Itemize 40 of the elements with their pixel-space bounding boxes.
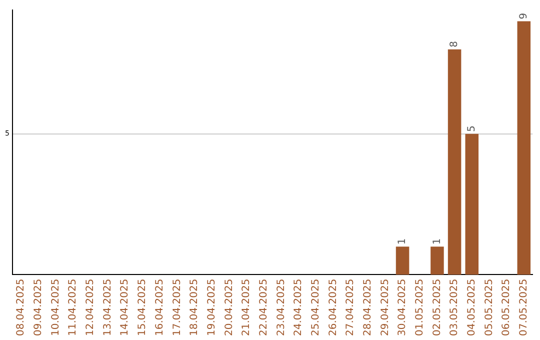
bar (465, 134, 479, 275)
x-tick-label: 05.05.2025 (484, 278, 495, 336)
x-tick-label: 19.04.2025 (206, 278, 218, 336)
bar (396, 246, 410, 275)
x-tick-label: 03.05.2025 (449, 278, 460, 336)
bar (430, 246, 444, 275)
x-tick-label: 27.04.2025 (345, 278, 356, 336)
data-label: 9 (518, 12, 530, 20)
x-tick-label: 01.05.2025 (414, 278, 426, 336)
data-label: 1 (432, 238, 443, 245)
data-label: 5 (466, 126, 478, 132)
x-tick-label: 21.04.2025 (241, 278, 252, 336)
data-label: 1 (397, 238, 408, 245)
x-tick-label: 06.05.2025 (501, 278, 512, 336)
x-tick-label: 09.04.2025 (33, 278, 44, 336)
x-tick-label: 17.04.2025 (172, 278, 183, 336)
x-tick-label: 18.04.2025 (189, 278, 200, 336)
x-tick-label: 26.04.2025 (328, 278, 339, 336)
x-tick-label: 11.04.2025 (68, 278, 79, 336)
x-tick-label: 30.04.2025 (397, 278, 408, 336)
x-tick-label: 23.04.2025 (276, 278, 287, 336)
x-tick-label: 16.04.2025 (154, 278, 166, 336)
x-tick-label: 29.04.2025 (380, 278, 391, 336)
x-tick-label: 15.04.2025 (137, 278, 148, 336)
data-label: 8 (449, 41, 460, 48)
x-tick-label: 20.04.2025 (224, 278, 235, 336)
x-tick-label: 10.04.2025 (50, 278, 62, 336)
x-tick-label: 25.04.2025 (310, 278, 322, 336)
bar (448, 49, 462, 275)
x-tick-label: 22.04.2025 (258, 278, 270, 336)
x-tick-label: 12.04.2025 (85, 278, 96, 336)
x-tick-label: 08.04.2025 (16, 278, 27, 336)
x-tick-label: 14.04.2025 (120, 278, 131, 336)
x-tick-label: 13.04.2025 (102, 278, 114, 336)
x-tick-label: 07.05.2025 (518, 278, 530, 336)
x-tick-label: 02.05.2025 (432, 278, 443, 336)
x-tick-label: 24.04.2025 (293, 278, 304, 336)
x-tick-label: 04.05.2025 (466, 278, 478, 336)
bar (517, 21, 531, 275)
x-tick-label: 28.04.2025 (362, 278, 374, 336)
